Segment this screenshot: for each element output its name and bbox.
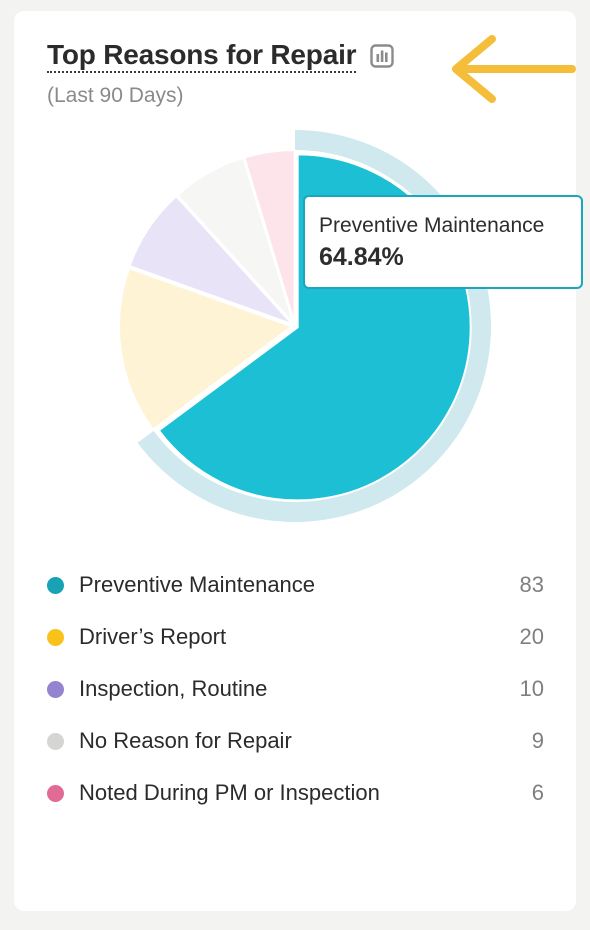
legend-item-no-reason-for-repair[interactable]: No Reason for Repair 9 (47, 715, 544, 767)
pie-slice-4[interactable] (243, 149, 296, 325)
pie-slice-1[interactable] (118, 267, 294, 431)
legend-dot (47, 680, 64, 698)
tooltip-label: Preventive Maintenance (319, 214, 545, 237)
legend-dot (47, 576, 64, 594)
legend-dot (47, 628, 64, 646)
bar-chart-report-icon[interactable] (370, 44, 395, 68)
legend-item-noted-during-pm[interactable]: Noted During PM or Inspection 6 (47, 767, 544, 819)
top-reasons-card: Top Reasons for Repair (Last 90 Days) Pr… (14, 11, 583, 911)
legend-count: 10 (519, 676, 544, 701)
arrow-left-icon (452, 35, 576, 103)
legend-label: Driver’s Report (79, 624, 227, 649)
legend-dot (47, 784, 64, 802)
pie-slice-2[interactable] (128, 195, 294, 326)
tooltip-value: 64.84% (319, 243, 404, 271)
card-header: Top Reasons for Repair (47, 39, 395, 73)
card-subtitle: (Last 90 Days) (47, 84, 184, 107)
legend-count: 6 (531, 780, 544, 805)
chart-legend: Preventive Maintenance 83 Driver’s Repor… (47, 559, 544, 819)
legend-item-drivers-report[interactable]: Driver’s Report 20 (47, 611, 544, 663)
legend-count: 20 (519, 624, 544, 649)
legend-label: No Reason for Repair (79, 728, 292, 753)
legend-label: Preventive Maintenance (79, 572, 316, 597)
card-title[interactable]: Top Reasons for Repair (47, 39, 357, 73)
legend-count: 9 (531, 728, 544, 753)
legend-dot (47, 732, 64, 750)
legend-count: 83 (519, 572, 544, 597)
legend-item-preventive-maintenance[interactable]: Preventive Maintenance 83 (47, 559, 544, 611)
legend-item-inspection-routine[interactable]: Inspection, Routine 10 (47, 663, 544, 715)
legend-label: Inspection, Routine (79, 676, 268, 701)
pie-slice-3[interactable] (176, 156, 295, 325)
legend-label: Noted During PM or Inspection (79, 780, 380, 805)
chart-tooltip: Preventive Maintenance 64.84% (303, 195, 583, 289)
